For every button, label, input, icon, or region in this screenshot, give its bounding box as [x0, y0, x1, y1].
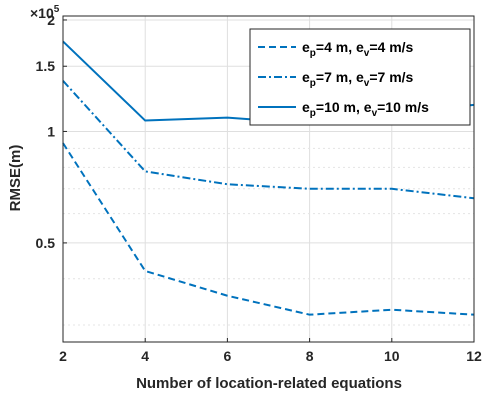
y-tick-label: 2 [47, 12, 55, 28]
y-multiplier-exponent: 5 [54, 4, 60, 15]
x-tick-label: 2 [59, 348, 67, 364]
x-tick-label: 4 [141, 348, 149, 364]
x-tick-label: 8 [306, 348, 314, 364]
legend-label-2: ep=7 m, ev=7 m/s [302, 69, 414, 89]
y-multiplier-base: ×10 [30, 5, 54, 21]
legend-label-3: ep=10 m, ev=10 m/s [302, 99, 429, 119]
y-tick-label: 0.5 [36, 235, 56, 251]
x-tick-label: 12 [466, 348, 482, 364]
series-line-1 [62, 142, 475, 316]
y-axis-ticks: 0.5 1 1.5 2 [36, 12, 67, 251]
x-axis-label: Number of location-related equations [136, 375, 402, 392]
x-tick-label: 10 [384, 348, 400, 364]
x-tick-label: 6 [224, 348, 232, 364]
legend: ep=4 m, ev=4 m/s ep=7 m, ev=7 m/s ep=10 m,… [249, 28, 471, 126]
y-tick-label: 1 [47, 123, 55, 139]
x-axis-ticks: 2 4 6 8 10 12 [59, 338, 482, 364]
minor-grid-lines [63, 147, 474, 326]
y-axis-label: RMSE(m) [7, 145, 24, 212]
axes-box [62, 15, 475, 343]
y-multiplier: ×105 [30, 4, 60, 21]
series-line-2 [62, 80, 475, 200]
legend-label-1: ep=4 m, ev=4 m/s [302, 39, 414, 59]
y-tick-label: 1.5 [36, 58, 56, 74]
